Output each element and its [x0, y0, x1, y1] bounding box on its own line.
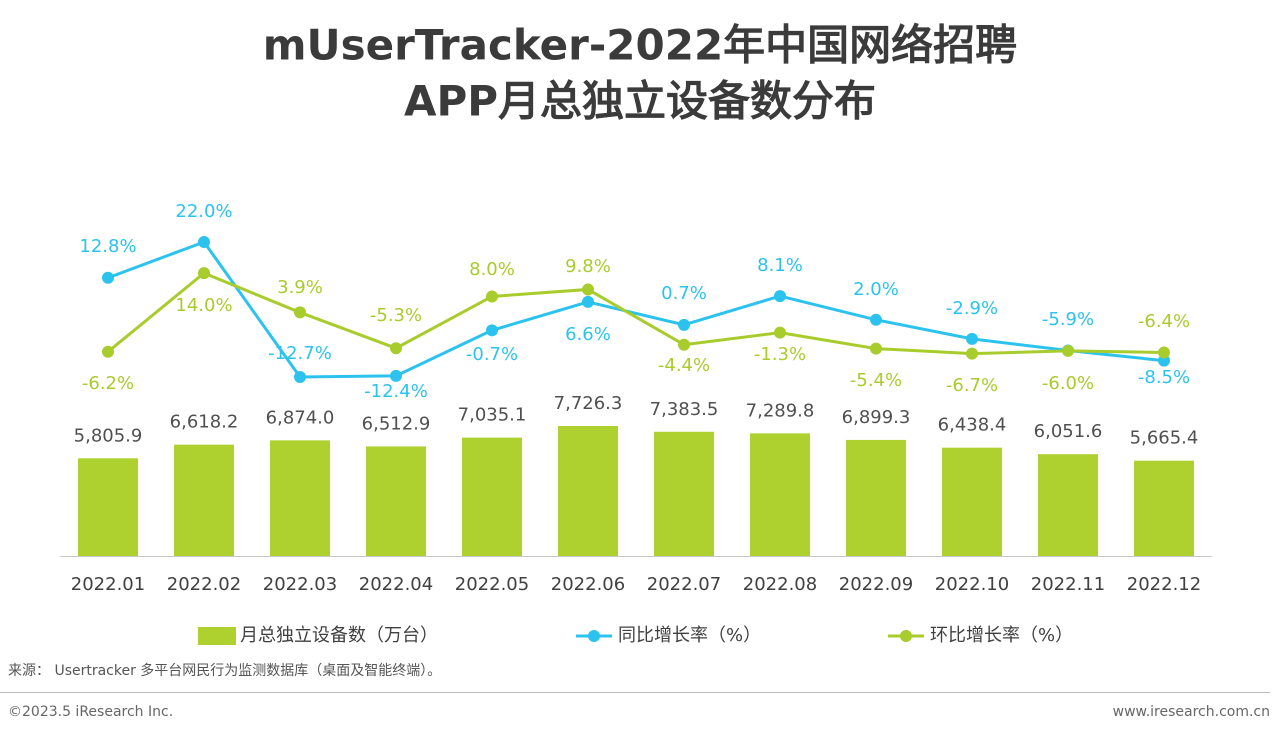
line-value-label: 8.0%: [469, 259, 515, 280]
line-point: [1062, 344, 1074, 357]
line-point: [102, 345, 114, 358]
line-value-label: 3.9%: [277, 277, 323, 298]
line-value-label: -6.4%: [1138, 311, 1190, 332]
line-point: [486, 290, 498, 303]
x-tick-label: 2022.04: [359, 574, 433, 595]
line-value-label: -6.0%: [1042, 373, 1094, 394]
line-value-label: -6.2%: [82, 373, 134, 394]
line-value-label: -6.7%: [946, 375, 998, 396]
legend-label: 环比增长率（%）: [930, 625, 1073, 646]
legend-swatch: [900, 630, 912, 642]
x-tick-label: 2022.09: [839, 574, 913, 595]
bar-value-label: 6,874.0: [266, 407, 335, 428]
line-point: [870, 313, 882, 326]
line-value-label: -8.5%: [1138, 367, 1190, 388]
line-value-label: -0.7%: [466, 344, 518, 365]
x-tick-label: 2022.03: [263, 574, 337, 595]
line-value-label: -5.9%: [1042, 309, 1094, 330]
line-value-label: -2.9%: [946, 298, 998, 319]
line-point: [774, 290, 786, 303]
line-value-label: -5.4%: [850, 370, 902, 391]
bar: [462, 437, 522, 556]
line-point: [582, 295, 594, 308]
bar-value-label: 5,805.9: [74, 425, 143, 446]
x-tick-label: 2022.07: [647, 574, 721, 595]
line-value-label: 0.7%: [661, 283, 707, 304]
x-tick-label: 2022.11: [1031, 574, 1105, 595]
bar-value-label: 6,438.4: [938, 415, 1007, 436]
legend-label: 同比增长率（%）: [618, 625, 761, 646]
bar-value-label: 6,899.3: [842, 407, 911, 428]
line-value-label: 9.8%: [565, 256, 611, 277]
line-point: [198, 236, 210, 248]
line-point: [678, 318, 690, 331]
line-value-label: -12.7%: [268, 343, 332, 364]
line-point: [102, 271, 114, 284]
line-point: [870, 342, 882, 355]
source-note: 来源： Usertracker 多平台网民行为监测数据库（桌面及智能终端）。: [8, 662, 441, 679]
x-tick-label: 2022.02: [167, 574, 241, 595]
line-value-label: -5.3%: [370, 305, 422, 326]
line-point: [774, 326, 786, 339]
bar: [1038, 454, 1098, 556]
line-value-label: 6.6%: [565, 324, 611, 345]
chart-title: APP月总独立设备数分布: [404, 77, 876, 126]
x-tick-label: 2022.08: [743, 574, 817, 595]
line-point: [390, 342, 402, 355]
x-tick-label: 2022.01: [71, 574, 145, 595]
line-point: [486, 324, 498, 337]
bar: [654, 431, 714, 556]
bar-value-label: 7,726.3: [554, 393, 623, 414]
bar-value-label: 5,665.4: [1130, 428, 1199, 449]
line-value-label: 14.0%: [175, 295, 232, 316]
line-point: [678, 338, 690, 351]
line-value-label: -4.4%: [658, 355, 710, 376]
line-value-label: 2.0%: [853, 279, 899, 300]
x-tick-label: 2022.10: [935, 574, 1009, 595]
bar-value-label: 7,289.8: [746, 400, 815, 421]
bar: [366, 446, 426, 556]
line-point: [966, 332, 978, 345]
bar-value-label: 6,051.6: [1034, 421, 1103, 442]
legend-swatch: [198, 627, 236, 645]
legend-label: 月总独立设备数（万台）: [240, 625, 438, 646]
line-point: [390, 369, 402, 382]
line-value-label: 22.0%: [175, 201, 232, 222]
line-point: [294, 306, 306, 319]
line: [107, 271, 1165, 356]
line-value-label: -1.3%: [754, 344, 806, 365]
bar-value-label: 7,035.1: [458, 405, 527, 426]
bar: [174, 444, 234, 556]
bar: [942, 447, 1002, 556]
x-tick-label: 2022.05: [455, 574, 529, 595]
bar: [558, 426, 618, 556]
line: [107, 240, 1165, 379]
bar: [846, 439, 906, 556]
line-value-label: -12.4%: [364, 381, 428, 402]
line-value-label: 12.8%: [79, 236, 136, 257]
bar-value-label: 6,512.9: [362, 413, 431, 434]
line-point: [966, 347, 978, 360]
line-point: [582, 283, 594, 296]
legend-swatch: [588, 630, 600, 642]
website: www.iresearch.com.cn: [1113, 704, 1270, 720]
x-tick-label: 2022.06: [551, 574, 625, 595]
bar-value-label: 6,618.2: [170, 412, 239, 433]
bar-value-label: 7,383.5: [650, 399, 719, 420]
bar: [1134, 460, 1194, 556]
x-tick-label: 2022.12: [1127, 574, 1201, 595]
line-point: [294, 371, 306, 383]
line-point: [1158, 346, 1170, 359]
copyright: ©2023.5 iResearch Inc.: [8, 704, 173, 720]
chart-title: mUserTracker-2022年中国网络招聘: [263, 21, 1017, 70]
bar: [270, 440, 330, 556]
line-value-label: 8.1%: [757, 255, 803, 276]
bar: [78, 458, 138, 556]
bar: [750, 433, 810, 556]
line-point: [198, 267, 210, 280]
